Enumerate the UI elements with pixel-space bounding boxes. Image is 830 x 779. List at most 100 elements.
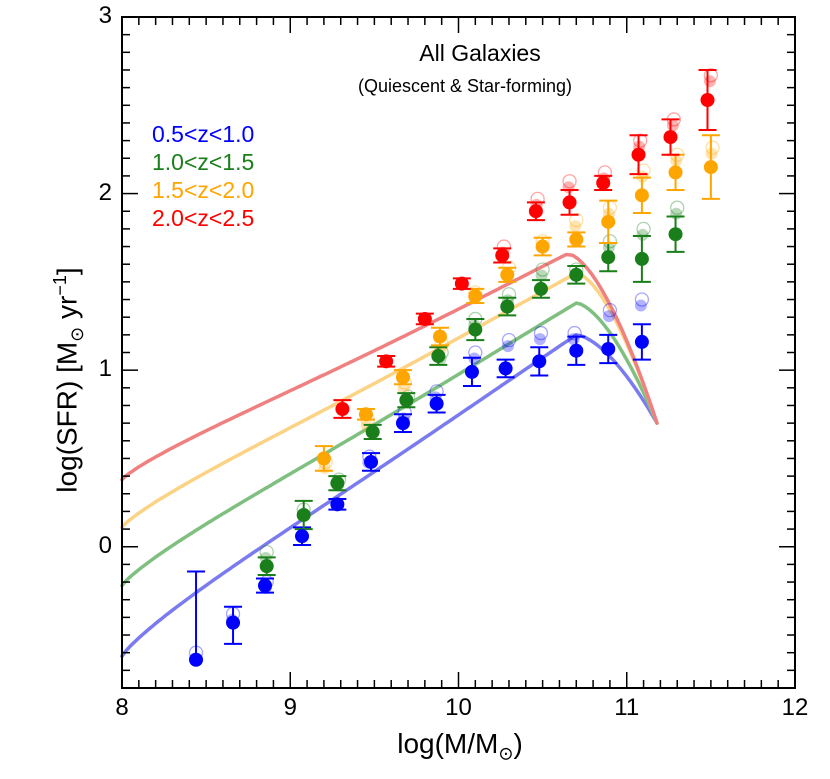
plot-frame xyxy=(121,16,796,689)
open-point-1-7 xyxy=(535,262,550,277)
point-1-9 xyxy=(569,267,584,282)
faint-point-0-8 xyxy=(533,333,546,346)
legend-entry-0: 0.5<z<1.0 xyxy=(152,121,255,147)
point-3-9 xyxy=(663,130,678,145)
y-tick-label-3: 3 xyxy=(98,2,112,29)
faint-point-0-10 xyxy=(602,310,615,323)
point-0-9 xyxy=(498,361,513,376)
point-3-2 xyxy=(417,311,432,326)
x-axis-label-end: ) xyxy=(513,728,523,759)
point-0-6 xyxy=(395,416,410,431)
open-point-0-7 xyxy=(501,332,517,348)
point-1-2 xyxy=(330,476,345,491)
legend-entry-1: 1.0<z<1.5 xyxy=(152,149,255,175)
x-axis-label-sub: ⊙ xyxy=(498,743,514,764)
point-0-0 xyxy=(189,652,204,667)
open-point-3-4 xyxy=(633,133,648,148)
point-2-0 xyxy=(316,451,331,466)
fit-curve-1 xyxy=(120,301,659,588)
open-point-0-8 xyxy=(533,325,549,341)
point-0-13 xyxy=(634,334,649,349)
y-tick-label-1: 1 xyxy=(98,355,112,383)
point-2-2 xyxy=(395,370,410,385)
point-0-12 xyxy=(601,341,616,356)
point-1-3 xyxy=(365,424,380,439)
point-3-0 xyxy=(335,402,350,417)
point-0-5 xyxy=(364,454,379,469)
data-points xyxy=(189,92,718,667)
open-point-0-6 xyxy=(468,345,483,360)
point-2-10 xyxy=(668,165,683,180)
point-2-9 xyxy=(634,188,649,203)
x-tick-label-8: 8 xyxy=(115,694,129,721)
faint-point-1-10 xyxy=(636,228,649,241)
point-1-11 xyxy=(634,251,649,266)
point-0-4 xyxy=(330,497,345,512)
point-1-8 xyxy=(533,281,548,296)
faint-point-0-11 xyxy=(634,299,647,312)
point-0-10 xyxy=(532,354,547,369)
chart-title: All Galaxies xyxy=(419,40,541,66)
point-0-3 xyxy=(295,529,310,544)
faint-point-3-5 xyxy=(666,119,679,132)
open-point-1-11 xyxy=(670,200,685,215)
point-1-0 xyxy=(259,559,274,574)
point-1-12 xyxy=(668,227,683,242)
x-tick-label-11: 11 xyxy=(614,694,640,721)
point-1-1 xyxy=(296,507,311,522)
open-point-3-2 xyxy=(562,174,577,189)
axes xyxy=(121,16,796,689)
point-2-1 xyxy=(358,407,373,422)
point-3-7 xyxy=(596,175,611,190)
point-1-10 xyxy=(601,250,616,265)
x-axis-label: log(M/M⊙) xyxy=(330,728,590,765)
open-point-2-7 xyxy=(569,212,584,228)
point-3-8 xyxy=(631,147,646,162)
point-2-5 xyxy=(500,267,515,282)
faint-point-2-7 xyxy=(569,220,582,233)
faint-point-2-2 xyxy=(397,382,410,395)
point-0-2 xyxy=(258,578,273,593)
point-2-6 xyxy=(535,239,550,254)
point-2-7 xyxy=(569,232,584,247)
chart-subtitle: (Quiescent & Star-forming) xyxy=(357,76,573,96)
point-2-8 xyxy=(601,214,616,229)
legend-entry-3: 2.0<z<2.5 xyxy=(152,205,255,231)
open-point-0-9 xyxy=(567,325,582,341)
point-0-8 xyxy=(464,364,479,379)
fit-curves xyxy=(120,252,659,658)
point-2-3 xyxy=(432,329,447,344)
point-3-6 xyxy=(562,195,577,210)
point-1-4 xyxy=(399,393,414,408)
faint-point-0-9 xyxy=(567,333,580,346)
point-0-7 xyxy=(429,396,444,411)
x-tick-label-10: 10 xyxy=(445,694,472,721)
fit-curve-2 xyxy=(120,271,659,530)
open-point-1-9 xyxy=(602,234,618,249)
open-point-0-11 xyxy=(634,292,650,307)
y-axis-label-mid: yr xyxy=(51,295,83,327)
faint-point-3-6 xyxy=(703,75,716,88)
point-1-5 xyxy=(431,349,446,364)
open-point-0-10 xyxy=(602,302,618,318)
open-point-3-6 xyxy=(703,68,719,83)
legend-entry-2: 1.5<z<2.0 xyxy=(152,177,255,203)
point-3-3 xyxy=(454,276,469,291)
y-tick-label-2: 2 xyxy=(98,178,112,206)
y-tick-label-0: 0 xyxy=(98,531,112,559)
fit-curve-0 xyxy=(120,332,659,658)
point-3-4 xyxy=(495,248,510,263)
faint-point-1-7 xyxy=(535,269,548,282)
y-axis-label-sup: −1 xyxy=(50,275,70,296)
x-tick-label-12: 12 xyxy=(781,694,809,721)
point-0-11 xyxy=(569,343,584,358)
point-3-10 xyxy=(700,92,715,107)
point-0-1 xyxy=(226,615,241,630)
point-3-5 xyxy=(528,204,543,219)
open-point-2-11 xyxy=(705,140,720,155)
point-1-6 xyxy=(468,322,483,337)
x-tick-label-9: 9 xyxy=(283,694,297,721)
point-3-1 xyxy=(379,354,394,369)
legend: 0.5<z<1.0 1.0<z<1.5 1.5<z<2.0 2.0<z<2.5 xyxy=(152,120,254,232)
y-axis-label-end: ] xyxy=(51,267,83,276)
